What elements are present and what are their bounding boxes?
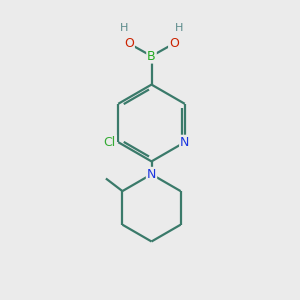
Text: B: B <box>147 50 156 63</box>
Text: N: N <box>147 168 156 181</box>
Text: N: N <box>180 136 189 149</box>
Text: O: O <box>169 37 179 50</box>
Text: O: O <box>124 37 134 50</box>
Text: Cl: Cl <box>104 136 116 149</box>
Text: H: H <box>119 23 128 33</box>
Text: H: H <box>175 23 184 33</box>
